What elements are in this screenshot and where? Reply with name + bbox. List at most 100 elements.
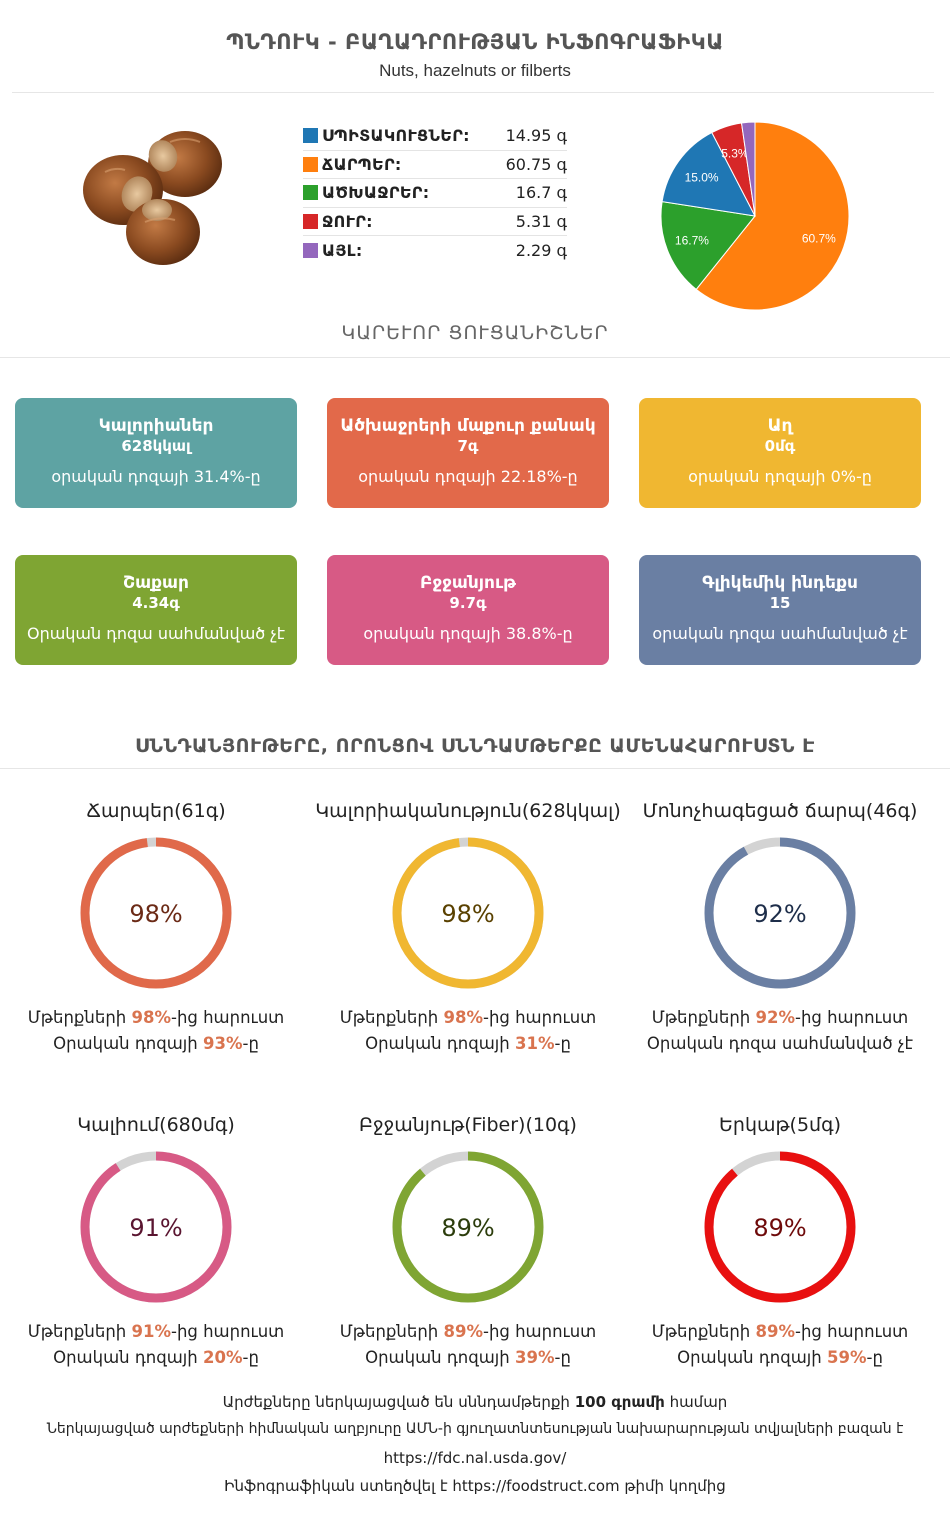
macro-value: 60.75 գ xyxy=(505,154,567,174)
card-title: Շաքար xyxy=(123,573,189,593)
card-net-carbs: Ածխաջրերի մաքուր քանակ 7գ օրական դոզայի … xyxy=(327,398,609,508)
pie-slice-protein xyxy=(661,131,756,217)
footer-source-note: Ներկայացված արժեքների հիմնական աղբյուրը … xyxy=(46,1421,904,1437)
macro-label: ՍՊԻՏԱԿՈՒՑՆԵՐ: xyxy=(322,126,470,146)
ring-daily-line: Օրական դոզայի 20%-ը xyxy=(53,1348,259,1367)
divider xyxy=(12,92,934,93)
ring-title: Մոնոչհագեցած ճարպ(46գ) xyxy=(642,800,918,822)
card-title: Ածխաջրերի մաքուր քանակ xyxy=(340,416,596,436)
card-note: օրական դոզայի 0%-ը xyxy=(688,467,872,486)
card-note: օրական դոզայի 38.8%-ը xyxy=(363,624,573,643)
pie-slice-carbs xyxy=(660,201,756,291)
macro-table: ՍՊԻՏԱԿՈՒՑՆԵՐ: 14.95 գ ՃԱՐՊԵՐ: 60.75 գ ԱԾ… xyxy=(303,122,567,265)
footer-credit: Ինֆոգրաֆիկան ստեղծվել է https://foodstru… xyxy=(224,1477,726,1495)
water-swatch xyxy=(303,213,318,229)
page-subtitle: Nuts, hazelnuts or filberts xyxy=(379,61,571,80)
carbs-swatch xyxy=(303,185,318,201)
footer-note-per-100g: Արժեքները ներկայացված են սննդամթերքի 100… xyxy=(222,1393,728,1411)
ring-percent-label: 98% xyxy=(441,900,494,928)
ring-title: Կալիում(680մգ) xyxy=(77,1114,235,1136)
card-value: 9.7գ xyxy=(449,594,487,612)
card-glycemic-index: Գլիկեմիկ ինդեքս 15 օրական դոզա սահմանված… xyxy=(639,555,921,665)
ring-percent-label: 91% xyxy=(129,1214,182,1242)
macro-label: ՃԱՐՊԵՐ: xyxy=(322,154,402,174)
card-note: օրական դոզայի 31.4%-ը xyxy=(51,467,261,486)
page-title: ՊՆԴՈՒԿ - ԲԱՂԱԴՐՈՒԹՅԱՆ ԻՆՖՈԳՐԱՖԻԿԱ xyxy=(226,30,724,54)
ring-title: Կալորիականություն(628կկալ) xyxy=(315,800,621,822)
ring-progress xyxy=(704,1151,856,1303)
macro-value: 16.7 գ xyxy=(515,183,567,203)
key-stats-heading: ԿԱՐԵՒՈՐ ՑՈՒՑԱՆԻՇՆԵՐ xyxy=(341,322,609,344)
card-title: Աղ xyxy=(767,416,793,436)
macro-row-fat: ՃԱՐՊԵՐ: 60.75 գ xyxy=(303,151,567,179)
ring-progress xyxy=(704,837,856,989)
ring-progress xyxy=(80,1151,232,1303)
ring-percent-label: 89% xyxy=(441,1214,494,1242)
card-salt: Աղ 0մգ օրական դոզայի 0%-ը xyxy=(639,398,921,508)
ring-percent-label: 92% xyxy=(753,900,806,928)
ring-iron: Երկաթ(5մգ) 89% Մթերքների 89%-ից հարուստ … xyxy=(624,1111,936,1371)
macro-pie-chart: 60.7% 16.7% 15.0%5.3% xyxy=(660,121,850,311)
ring-daily-line: Օրական դոզայի 93%-ը xyxy=(53,1034,259,1053)
card-value: 4.34գ xyxy=(132,594,180,612)
ring-percent-label: 98% xyxy=(129,900,182,928)
card-note: օրական դոզայի 22.18%-ը xyxy=(358,467,578,486)
ring-chart: 89% xyxy=(704,1151,856,1303)
hazelnut-image xyxy=(83,131,222,265)
ring-percent-label: 89% xyxy=(753,1214,806,1242)
pie-label-protein: 15.0% xyxy=(685,171,719,185)
macro-label: ԱԾԽԱՋՐԵՐ: xyxy=(322,183,430,203)
ring-progress xyxy=(80,837,232,989)
macro-row-protein: ՍՊԻՏԱԿՈՒՑՆԵՐ: 14.95 գ xyxy=(303,122,567,151)
ring-monounsaturated-fat: Մոնոչհագեցած ճարպ(46գ) 92% Մթերքների 92%… xyxy=(624,797,936,1057)
ring-potassium: Կալիում(680մգ) 91% Մթերքների 91%-ից հարո… xyxy=(0,1111,312,1371)
ring-rank-line: Մթերքների 89%-ից հարուստ xyxy=(651,1322,909,1341)
ring-progress xyxy=(392,1151,544,1303)
ring-rank-line: Մթերքների 89%-ից հարուստ xyxy=(339,1322,597,1341)
ring-calories: Կալորիականություն(628կկալ) 98% Մթերքների… xyxy=(312,797,624,1057)
ring-fiber: Բջջանյութ(Fiber)(10գ) 89% Մթերքների 89%-… xyxy=(312,1111,624,1371)
pie-slice-fat xyxy=(695,121,850,311)
ring-title: Երկաթ(5մգ) xyxy=(719,1114,841,1136)
card-note: Օրական դոզա սահմանված չէ xyxy=(26,624,286,643)
card-value: 628կկալ xyxy=(121,437,191,455)
pie-label-water: 5.3% xyxy=(721,146,749,160)
protein-swatch xyxy=(303,128,318,144)
ring-daily-line: Օրական դոզայի 31%-ը xyxy=(365,1034,571,1053)
ring-title: Բջջանյութ(Fiber)(10գ) xyxy=(359,1114,577,1136)
card-sugar: Շաքար 4.34գ Օրական դոզա սահմանված չէ xyxy=(15,555,297,665)
footer-source-link[interactable]: https://fdc.nal.usda.gov/ xyxy=(383,1449,567,1467)
ring-fat: Ճարպեր(61գ) 98% Մթերքների 98%-ից հարուստ… xyxy=(0,797,312,1057)
ring-rank-line: Մթերքների 98%-ից հարուստ xyxy=(27,1008,285,1027)
divider xyxy=(0,357,950,358)
ring-progress xyxy=(392,837,544,989)
ring-chart: 89% xyxy=(392,1151,544,1303)
macro-value: 5.31 գ xyxy=(515,211,567,231)
ring-chart: 98% xyxy=(392,837,544,989)
ring-rank-line: Մթերքների 91%-ից հարուստ xyxy=(27,1322,285,1341)
card-title: Բջջանյութ xyxy=(420,573,516,593)
macro-label: ԱՅԼ: xyxy=(322,240,363,260)
macro-row-other: ԱՅԼ: 2.29 գ xyxy=(303,236,567,265)
pie-label-carbs: 16.7% xyxy=(675,234,709,248)
card-value: 7գ xyxy=(457,437,479,455)
ring-daily-line: Օրական դոզայի 39%-ը xyxy=(365,1348,571,1367)
macro-row-water: ՋՈՒՐ: 5.31 գ xyxy=(303,208,567,236)
pie-slice-other xyxy=(740,121,756,217)
macro-value: 14.95 գ xyxy=(505,126,567,146)
card-note: օրական դոզա սահմանված չէ xyxy=(652,624,908,643)
macro-label: ՋՈՒՐ: xyxy=(322,211,373,231)
card-title: Գլիկեմիկ ինդեքս xyxy=(702,573,858,593)
pie-label-fat: 60.7% xyxy=(802,231,836,245)
card-value: 0մգ xyxy=(764,437,796,455)
card-value: 15 xyxy=(769,594,791,612)
ring-chart: 91% xyxy=(80,1151,232,1303)
macro-value: 2.29 գ xyxy=(515,240,567,260)
ring-chart: 92% xyxy=(704,837,856,989)
macro-row-carbs: ԱԾԽԱՋՐԵՐ: 16.7 գ xyxy=(303,179,567,208)
fat-swatch xyxy=(303,156,318,172)
ring-rank-line: Մթերքների 98%-ից հարուստ xyxy=(339,1008,597,1027)
card-title: Կալորիաներ xyxy=(98,416,214,436)
card-calories: Կալորիաներ 628կկալ օրական դոզայի 31.4%-ը xyxy=(15,398,297,508)
ring-title: Ճարպեր(61գ) xyxy=(86,800,226,822)
